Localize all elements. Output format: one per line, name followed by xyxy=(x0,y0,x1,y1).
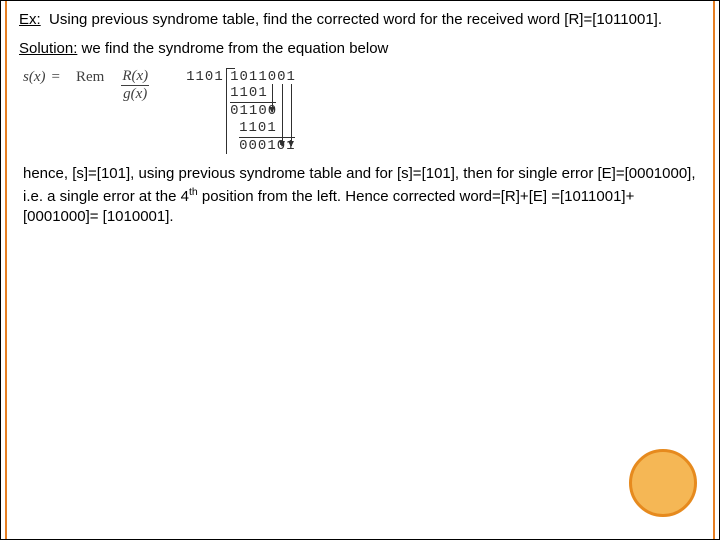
exercise-label: Ex: xyxy=(19,11,41,28)
solution-label: Solution: xyxy=(19,40,77,57)
syndrome-equation: s(x) = Rem R(x) g(x) 1101 1011001 1101 0… xyxy=(23,69,701,155)
solution-text: we find the syndrome from the equation b… xyxy=(82,40,389,57)
slide: Ex: Using previous syndrome table, find … xyxy=(0,0,720,540)
eq-lhs: s(x) xyxy=(23,69,46,86)
result-paragraph: hence, [s]=[101], using previous syndrom… xyxy=(23,164,697,227)
eq-fraction: R(x) g(x) xyxy=(120,69,150,102)
accent-line-left xyxy=(5,1,7,539)
exercise-text: Using previous syndrome table, find the … xyxy=(49,11,662,28)
ld-dividend: 1011001 xyxy=(230,69,296,86)
eq-denominator: g(x) xyxy=(121,85,149,102)
ld-bringdown-arrow xyxy=(282,84,283,146)
accent-line-right xyxy=(713,1,715,539)
eq-equals: = xyxy=(52,69,60,86)
decorative-circle-icon xyxy=(629,449,697,517)
eq-numerator: R(x) xyxy=(120,69,150,85)
result-sup: th xyxy=(189,186,198,198)
ld-step1-rem: 01100 xyxy=(230,103,296,120)
ld-divisor: 1101 xyxy=(186,69,224,86)
ld-step2-sub: 1101 xyxy=(230,120,296,137)
eq-rem: Rem xyxy=(76,69,104,86)
ld-step1-sub: 1101 xyxy=(230,85,296,102)
ld-bringdown-arrow xyxy=(272,84,273,113)
ld-bringdown-arrow xyxy=(291,84,292,146)
long-division: 1101 1011001 1101 01100 1101 000101 xyxy=(230,69,296,155)
ld-bracket xyxy=(226,68,235,155)
exercise-paragraph: Ex: Using previous syndrome table, find … xyxy=(19,11,701,30)
solution-paragraph: Solution: we find the syndrome from the … xyxy=(19,40,701,59)
ld-remainder: 000101 xyxy=(230,138,296,155)
